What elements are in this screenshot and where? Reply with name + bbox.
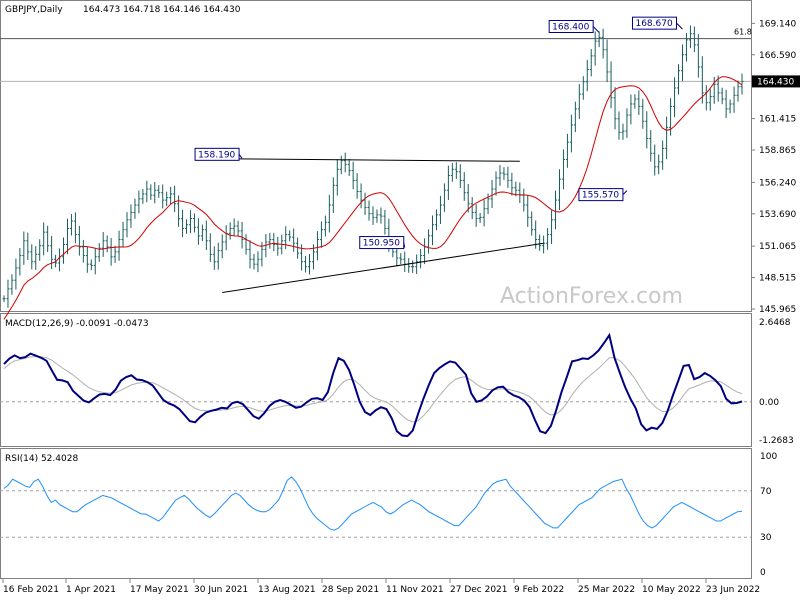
rsi-panel-frame — [0, 448, 752, 579]
price-annotation-leader — [622, 190, 628, 195]
price-tick-label: 169.140 — [759, 19, 796, 29]
chart-header-symbol: GBPJPY,Daily — [5, 5, 63, 15]
macd-panel: 2.6468 0.00 -1.2683 — [0, 318, 794, 446]
rsi-tick-label: 0 — [760, 568, 766, 578]
macd-panel-frame — [0, 313, 752, 447]
lower-trendline — [222, 242, 544, 294]
macd-tick-label: -1.2683 — [759, 436, 794, 446]
price-annotation-leader — [592, 26, 600, 33]
price-tick-label: 153.690 — [759, 210, 796, 220]
x-tick-label: 27 Dec 2021 — [450, 585, 508, 595]
price-annotation-label: 158.190 — [198, 150, 235, 160]
moving-average-line — [3, 76, 743, 320]
price-annotation-label: 155.570 — [582, 191, 619, 201]
upper-trendline — [238, 158, 520, 162]
price-panel-frame — [0, 0, 752, 312]
price-annotation-leader — [238, 154, 243, 159]
watermark: ActionForex.com — [500, 284, 683, 309]
fib-level-label: 61.8 — [734, 28, 752, 37]
chart-header-ohlc: 164.473 164.718 164.146 164.430 — [83, 5, 241, 15]
x-tick-label: 17 May 2021 — [130, 585, 189, 595]
price-annotation-label: 150.950 — [363, 239, 400, 249]
price-tick-label: 148.515 — [759, 274, 796, 284]
rsi-tick-label: 30 — [760, 533, 772, 543]
rsi-tick-label: 70 — [760, 487, 772, 497]
x-tick-label: 30 Jun 2021 — [194, 585, 248, 595]
current-price-tag — [752, 75, 800, 88]
macd-title: MACD(12,26,9) -0.0091 -0.0473 — [5, 319, 149, 329]
x-tick-label: 13 Aug 2021 — [258, 585, 316, 595]
x-tick-label: 25 Mar 2022 — [578, 585, 635, 595]
price-annotation-leader — [403, 242, 406, 248]
macd-line — [3, 332, 743, 438]
x-tick-label: 16 Feb 2021 — [3, 585, 59, 595]
rsi-tick-label: 100 — [760, 452, 777, 462]
price-tick-label: 158.865 — [759, 146, 796, 156]
rsi-panel: 100 70 30 0 — [0, 452, 777, 578]
x-tick-label: 23 Jun 2022 — [706, 585, 760, 595]
macd-tick-label: 0.00 — [759, 398, 779, 408]
x-tick-label: 28 Sep 2021 — [322, 585, 379, 595]
rsi-line — [3, 476, 743, 531]
price-annotation-label: 168.400 — [552, 22, 589, 32]
macd-tick-label: 2.6468 — [759, 318, 791, 328]
current-price-tag-label: 164.430 — [757, 77, 794, 87]
price-tick-label: 151.065 — [759, 242, 796, 252]
x-axis: 16 Feb 2021 1 Apr 2021 17 May 2021 30 Jun 2… — [2, 579, 760, 595]
macd-signal-line — [3, 356, 743, 423]
price-tick-label: 161.415 — [759, 115, 796, 125]
x-tick-label: 1 Apr 2021 — [66, 585, 116, 595]
price-annotation-leader — [676, 22, 683, 30]
rsi-title: RSI(14) 52.4028 — [5, 454, 78, 464]
price-tick-label: 156.240 — [759, 178, 796, 188]
price-panel: 169.140 166.590 161.415 158.865 156.240 153.6… — [0, 16, 800, 320]
price-tick-label: 145.965 — [759, 305, 796, 315]
x-tick-label: 9 Feb 2022 — [514, 585, 564, 595]
price-tick-label: 166.590 — [759, 51, 796, 61]
price-annotation-label: 168.670 — [635, 19, 672, 29]
x-tick-label: 11 Nov 2021 — [386, 585, 444, 595]
x-tick-label: 10 May 2022 — [642, 585, 701, 595]
